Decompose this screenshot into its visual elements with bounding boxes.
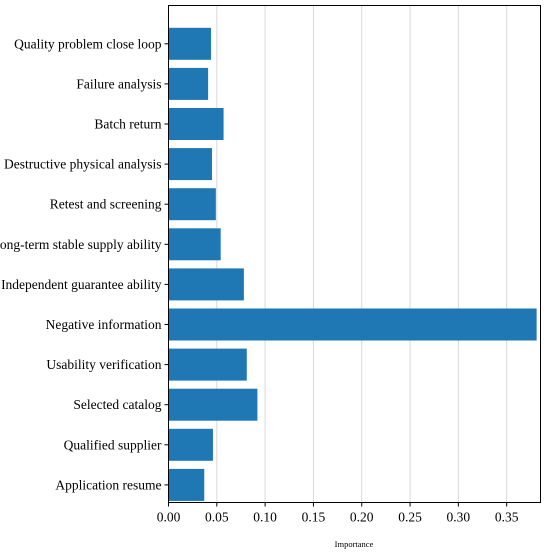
- category-label: Long-term stable supply ability: [0, 237, 162, 252]
- x-tick-label: 0.25: [398, 510, 422, 525]
- category-label: Usability verification: [46, 357, 161, 372]
- bar: [168, 468, 205, 501]
- x-tick-label: 0.35: [495, 510, 519, 525]
- x-tick-labels: 0.00 0.05 0.10 0.15 0.20 0.25 0.30 0.35: [157, 502, 519, 525]
- category-label: Quality problem close loop: [14, 36, 162, 51]
- axes: [168, 5, 541, 503]
- bar: [168, 27, 212, 60]
- bar: [168, 388, 258, 421]
- x-axis-title: Importance: [335, 539, 374, 549]
- bar: [168, 67, 209, 100]
- bar: [168, 308, 537, 341]
- category-label: Batch return: [94, 117, 161, 132]
- bar: [168, 148, 212, 181]
- category-label: Failure analysis: [76, 76, 161, 91]
- x-tick-label: 0.10: [253, 510, 277, 525]
- bar: [168, 228, 221, 261]
- bar: [168, 428, 213, 461]
- category-label: Selected catalog: [73, 397, 161, 412]
- category-labels: Quality problem close loop Failure analys…: [0, 36, 169, 492]
- category-label: Qualified supplier: [64, 437, 162, 452]
- bar: [168, 348, 247, 381]
- category-label: Independent guarantee ability: [1, 277, 162, 292]
- x-tick-label: 0.15: [302, 510, 326, 525]
- x-tick-label: 0.30: [447, 510, 471, 525]
- category-label: Application resume: [55, 477, 161, 492]
- bar: [168, 108, 224, 140]
- plot-frame: [168, 5, 541, 503]
- bar: [168, 268, 244, 301]
- bars: [168, 27, 537, 501]
- x-tick-label: 0.05: [205, 510, 229, 525]
- category-label: Retest and screening: [50, 197, 162, 212]
- grid-lines: [216, 5, 508, 503]
- bar: [168, 188, 216, 221]
- category-label: Destructive physical analysis: [4, 157, 161, 172]
- category-label: Negative information: [46, 317, 162, 332]
- x-tick-label: 0.20: [350, 510, 374, 525]
- x-tick-label: 0.00: [157, 510, 181, 525]
